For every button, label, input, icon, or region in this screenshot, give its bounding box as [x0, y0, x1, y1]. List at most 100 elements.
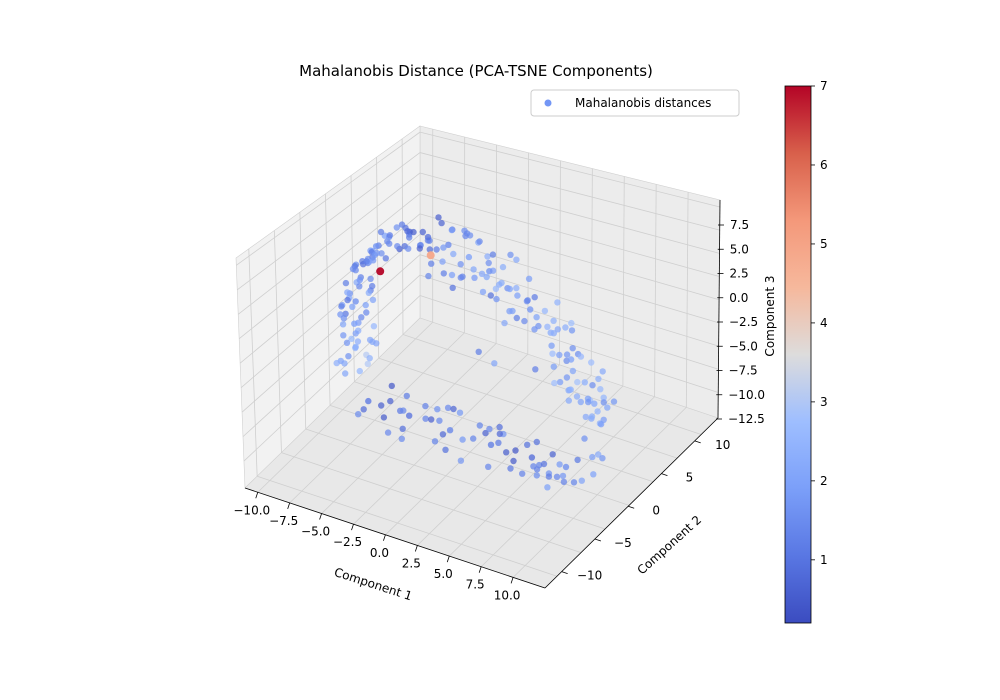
grid-line: [401, 138, 404, 335]
data-point: [378, 402, 385, 409]
data-point: [563, 351, 571, 358]
data-point: [599, 368, 606, 375]
data-point: [533, 314, 540, 321]
data-point: [590, 471, 597, 478]
axes-3d: [235, 125, 721, 589]
x-tick-label: −10.0: [233, 503, 270, 517]
data-point: [533, 472, 540, 479]
data-point: [462, 232, 469, 240]
data-point: [372, 243, 380, 250]
data-point: [559, 472, 567, 480]
data-point: [459, 436, 466, 443]
data-point: [578, 477, 585, 484]
x-tick-mark: [446, 555, 450, 563]
x-tick-mark: [319, 513, 322, 520]
data-point: [354, 338, 362, 345]
x-tick-label: −7.5: [269, 514, 298, 528]
data-point: [471, 274, 478, 281]
data-point: [610, 398, 618, 405]
data-point: [550, 317, 557, 324]
data-point: [487, 292, 494, 299]
colorbar-tick-label: 2: [820, 474, 828, 488]
scatter-points: [333, 214, 618, 491]
data-point: [483, 273, 490, 281]
legend-box: [530, 89, 740, 117]
data-point: [486, 425, 493, 433]
grid-line: [419, 233, 719, 324]
data-point: [386, 232, 393, 239]
z-axis-label: Component 3: [763, 275, 777, 356]
data-point: [349, 303, 356, 310]
data-point: [448, 226, 455, 234]
data-point: [567, 356, 575, 363]
data-point: [567, 386, 574, 393]
data-point: [439, 431, 447, 438]
x-tick-label: 5.0: [434, 567, 453, 581]
data-point: [457, 261, 464, 268]
data-point: [366, 355, 373, 362]
data-point: [506, 285, 513, 293]
data-point: [574, 456, 581, 464]
data-point: [422, 415, 429, 422]
grid-line: [329, 404, 630, 506]
data-point: [341, 360, 348, 367]
data-point: [433, 246, 440, 253]
data-point: [524, 441, 531, 448]
data-point: [514, 292, 521, 299]
data-point: [478, 270, 486, 277]
data-point: [577, 398, 584, 406]
data-point: [384, 429, 392, 436]
data-point: [438, 219, 445, 227]
x-tick-label: 7.5: [466, 578, 485, 592]
data-point: [442, 446, 449, 453]
grid-line: [685, 192, 689, 408]
data-point: [509, 307, 516, 315]
grid-line: [419, 131, 721, 208]
data-point: [358, 314, 365, 321]
data-point: [450, 250, 457, 258]
colorbar-ticks: 1 2 3 4 5 6 7: [811, 79, 828, 567]
grid-line: [257, 321, 433, 493]
data-point: [545, 473, 553, 480]
data-point: [446, 427, 454, 434]
data-point: [428, 416, 435, 423]
data-point: [424, 233, 432, 241]
colorbar-gradient: [784, 85, 812, 624]
data-point: [393, 224, 400, 231]
data-point: [496, 423, 503, 431]
data-point: [406, 234, 413, 241]
data-point: [594, 408, 601, 415]
data-point: [532, 366, 539, 373]
data-point: [492, 285, 500, 292]
data-point: [595, 451, 602, 458]
data-point: [448, 271, 456, 279]
data-point: [369, 296, 377, 304]
data-point: [356, 276, 363, 284]
data-point: [373, 340, 380, 347]
data-point: [588, 359, 595, 366]
data-point: [444, 404, 452, 411]
data-point: [387, 397, 394, 405]
x-tick-mark: [287, 502, 291, 510]
data-point: [356, 367, 363, 375]
data-point: [470, 435, 477, 442]
grid-line: [236, 131, 421, 266]
x-tick-mark: [478, 566, 482, 573]
grid-line: [353, 353, 529, 525]
data-point: [398, 221, 406, 228]
grid-line: [376, 157, 380, 359]
data-point: [554, 299, 561, 306]
data-point: [399, 425, 406, 432]
data-point: [365, 397, 372, 405]
data-point: [595, 375, 602, 383]
data-point: [556, 351, 563, 359]
data-point: [348, 335, 355, 342]
data-point: [498, 279, 505, 287]
data-point: [416, 245, 423, 252]
data-point: [426, 251, 435, 260]
x-tick-label: 10.0: [494, 588, 521, 602]
z-tick-label: −2.5: [729, 315, 758, 329]
x-tick-mark: [510, 577, 514, 584]
data-point: [338, 303, 345, 310]
data-point: [541, 307, 549, 315]
